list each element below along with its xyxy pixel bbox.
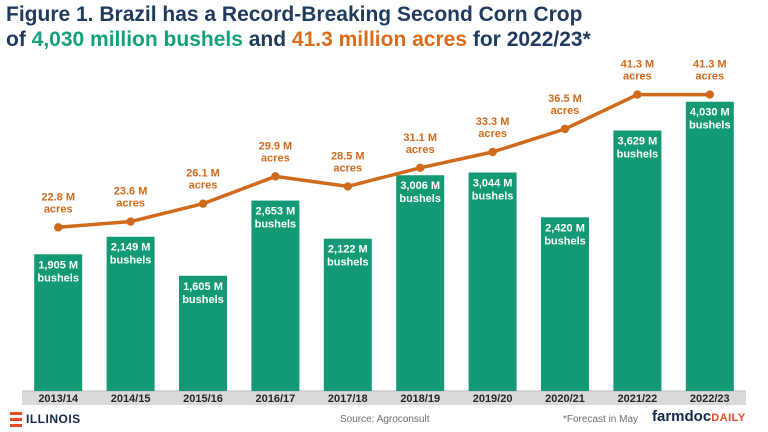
category-tick-label: 2022/23 <box>690 393 730 405</box>
point-value-label: 33.3 M <box>476 116 510 128</box>
point-value-label: 41.3 M <box>621 59 655 71</box>
bar-bushels-2015/16 <box>179 275 227 391</box>
bar-value-label: 2,149 M <box>111 242 151 254</box>
point-acres-2022/23 <box>705 90 714 99</box>
category-tick-label: 2014/15 <box>111 393 151 405</box>
point-unit-label: acres <box>406 144 435 156</box>
bar-value-label: 2,653 M <box>256 206 296 218</box>
point-unit-label: acres <box>116 198 145 210</box>
bar-unit-label: bushels <box>110 255 152 267</box>
bar-value-label: 1,605 M <box>183 281 223 293</box>
point-value-label: 22.8 M <box>41 191 75 203</box>
bar-bushels-2016/17 <box>251 200 300 391</box>
point-unit-label: acres <box>623 71 652 83</box>
illinois-logo: ILLINOIS <box>10 411 81 427</box>
title-bushels-highlight: 4,030 million bushels <box>31 28 243 51</box>
bar-value-label: 3,044 M <box>473 178 513 190</box>
footer: ILLINOIS Source: Agroconsult *Forecast i… <box>0 404 768 432</box>
bar-bushels-2019/20 <box>468 172 517 391</box>
bar-bushels-2017/18 <box>323 238 372 391</box>
bar-unit-label: bushels <box>327 257 369 269</box>
category-tick-label: 2015/16 <box>183 393 223 405</box>
bar-bushels-2013/14 <box>34 254 83 391</box>
point-unit-label: acres <box>478 128 507 140</box>
farmdoc-logo-suffix: DAILY <box>711 412 746 424</box>
title-suffix: for 2022/23* <box>467 28 591 51</box>
point-value-label: 26.1 M <box>186 168 220 180</box>
point-acres-2014/15 <box>126 217 135 226</box>
title-acres-highlight: 41.3 million acres <box>291 28 468 51</box>
point-value-label: 36.5 M <box>548 93 582 105</box>
bar-value-label: 2,420 M <box>545 222 585 234</box>
bar-unit-label: bushels <box>544 235 586 247</box>
point-acres-2021/22 <box>633 90 642 99</box>
title-mid: and <box>242 28 292 51</box>
point-unit-label: acres <box>261 152 290 164</box>
point-value-label: 41.3 M <box>693 59 727 71</box>
point-acres-2020/21 <box>560 124 570 134</box>
bar-unit-label: bushels <box>399 193 441 205</box>
point-unit-label: acres <box>695 71 724 83</box>
point-unit-label: acres <box>189 180 218 192</box>
bar-bushels-2014/15 <box>106 236 155 391</box>
point-unit-label: acres <box>333 162 362 174</box>
category-tick-label: 2016/17 <box>256 393 296 405</box>
point-acres-2018/19 <box>416 163 425 172</box>
point-value-label: 31.1 M <box>403 132 437 144</box>
point-acres-2016/17 <box>271 172 280 181</box>
title-line-1: Figure 1. Brazil has a Record-Breaking S… <box>6 3 583 26</box>
category-tick-label: 2019/20 <box>473 393 513 405</box>
point-acres-2015/16 <box>198 199 208 208</box>
bar-value-label: 1,905 M <box>38 259 78 271</box>
category-tick-label: 2013/14 <box>38 393 79 405</box>
point-value-label: 29.9 M <box>259 140 293 152</box>
bar-bushels-2018/19 <box>396 175 445 391</box>
bar-unit-label: bushels <box>182 294 224 306</box>
category-axis-band <box>22 391 746 405</box>
bar-unit-label: bushels <box>37 272 79 284</box>
bar-bushels-2020/21 <box>541 217 589 391</box>
chart-title: Figure 1. Brazil has a Record-Breaking S… <box>6 2 766 52</box>
farmdoc-logo-text: farmdoc <box>652 408 712 425</box>
point-unit-label: acres <box>44 203 73 215</box>
forecast-note: *Forecast in May <box>563 414 639 425</box>
bar-value-label: 4,030 M <box>690 107 730 119</box>
title-line-2: of 4,030 million bushels and 41.3 millio… <box>6 27 766 52</box>
farmdoc-logo: farmdocDAILY <box>652 408 746 425</box>
point-unit-label: acres <box>551 105 580 117</box>
bar-unit-label: bushels <box>255 219 297 231</box>
point-value-label: 28.5 M <box>331 150 365 162</box>
illinois-logo-text: ILLINOIS <box>26 412 81 426</box>
bar-value-label: 3,006 M <box>400 180 440 192</box>
title-prefix: of <box>6 28 32 51</box>
bar-unit-label: bushels <box>617 149 659 161</box>
source-note: Source: Agroconsult <box>340 414 430 425</box>
category-tick-label: 2018/19 <box>400 393 440 405</box>
bar-bushels-2022/23 <box>685 101 734 391</box>
category-tick-label: 2017/18 <box>328 393 368 405</box>
category-tick-label: 2021/22 <box>618 393 658 405</box>
bar-value-label: 3,629 M <box>618 136 658 148</box>
bar-value-label: 2,122 M <box>328 244 368 256</box>
illinois-block-i-icon <box>10 411 22 427</box>
point-acres-2013/14 <box>54 223 63 232</box>
bar-bushels-2021/22 <box>613 130 662 392</box>
point-acres-2019/20 <box>488 147 497 157</box>
point-acres-2017/18 <box>343 182 352 191</box>
bar-unit-label: bushels <box>689 120 731 132</box>
point-value-label: 23.6 M <box>114 186 148 198</box>
line-acres <box>58 92 710 230</box>
category-tick-label: 2020/21 <box>545 393 585 405</box>
bar-unit-label: bushels <box>472 191 514 203</box>
